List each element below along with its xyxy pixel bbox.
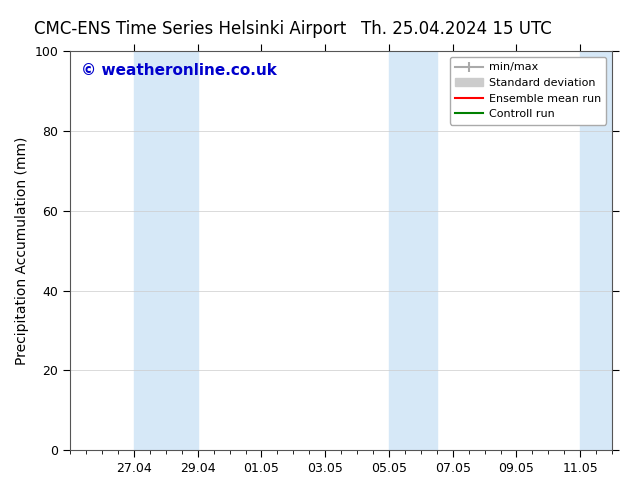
Text: CMC-ENS Time Series Helsinki Airport: CMC-ENS Time Series Helsinki Airport: [34, 20, 346, 38]
Legend: min/max, Standard deviation, Ensemble mean run, Controll run: min/max, Standard deviation, Ensemble me…: [450, 57, 607, 124]
Text: Th. 25.04.2024 15 UTC: Th. 25.04.2024 15 UTC: [361, 20, 552, 38]
Bar: [389, 51, 437, 450]
Text: © weatheronline.co.uk: © weatheronline.co.uk: [81, 63, 277, 78]
Bar: [580, 51, 612, 450]
Bar: [134, 51, 198, 450]
Y-axis label: Precipitation Accumulation (mm): Precipitation Accumulation (mm): [15, 137, 29, 365]
